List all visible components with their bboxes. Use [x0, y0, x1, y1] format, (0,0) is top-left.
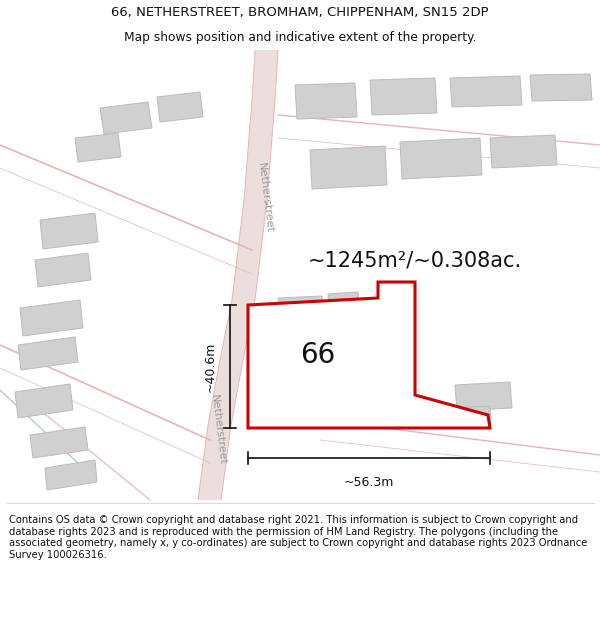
- Polygon shape: [35, 253, 91, 287]
- Text: 66, NETHERSTREET, BROMHAM, CHIPPENHAM, SN15 2DP: 66, NETHERSTREET, BROMHAM, CHIPPENHAM, S…: [111, 6, 489, 19]
- Polygon shape: [278, 296, 324, 322]
- Polygon shape: [400, 138, 482, 179]
- Polygon shape: [45, 460, 97, 490]
- Text: 66: 66: [301, 341, 335, 369]
- Polygon shape: [198, 50, 278, 500]
- Polygon shape: [248, 282, 490, 428]
- Polygon shape: [455, 382, 512, 411]
- Polygon shape: [530, 74, 592, 101]
- Text: ~1245m²/~0.308ac.: ~1245m²/~0.308ac.: [308, 250, 522, 270]
- Polygon shape: [18, 337, 78, 370]
- Text: ~56.3m: ~56.3m: [344, 476, 394, 489]
- Text: ~40.6m: ~40.6m: [204, 341, 217, 392]
- Polygon shape: [15, 384, 73, 418]
- Text: Netherstreet: Netherstreet: [256, 162, 274, 234]
- Polygon shape: [310, 146, 387, 189]
- Polygon shape: [490, 135, 557, 168]
- Polygon shape: [157, 92, 203, 122]
- Polygon shape: [30, 427, 88, 458]
- Polygon shape: [20, 300, 83, 336]
- Text: Netherstreet: Netherstreet: [209, 394, 227, 466]
- Text: Contains OS data © Crown copyright and database right 2021. This information is : Contains OS data © Crown copyright and d…: [9, 515, 587, 560]
- Polygon shape: [370, 78, 437, 115]
- Polygon shape: [450, 76, 522, 107]
- Polygon shape: [100, 102, 152, 134]
- Polygon shape: [75, 133, 121, 162]
- Polygon shape: [455, 406, 491, 427]
- Polygon shape: [328, 292, 360, 317]
- Polygon shape: [40, 213, 98, 249]
- Polygon shape: [295, 83, 357, 119]
- Text: Map shows position and indicative extent of the property.: Map shows position and indicative extent…: [124, 31, 476, 44]
